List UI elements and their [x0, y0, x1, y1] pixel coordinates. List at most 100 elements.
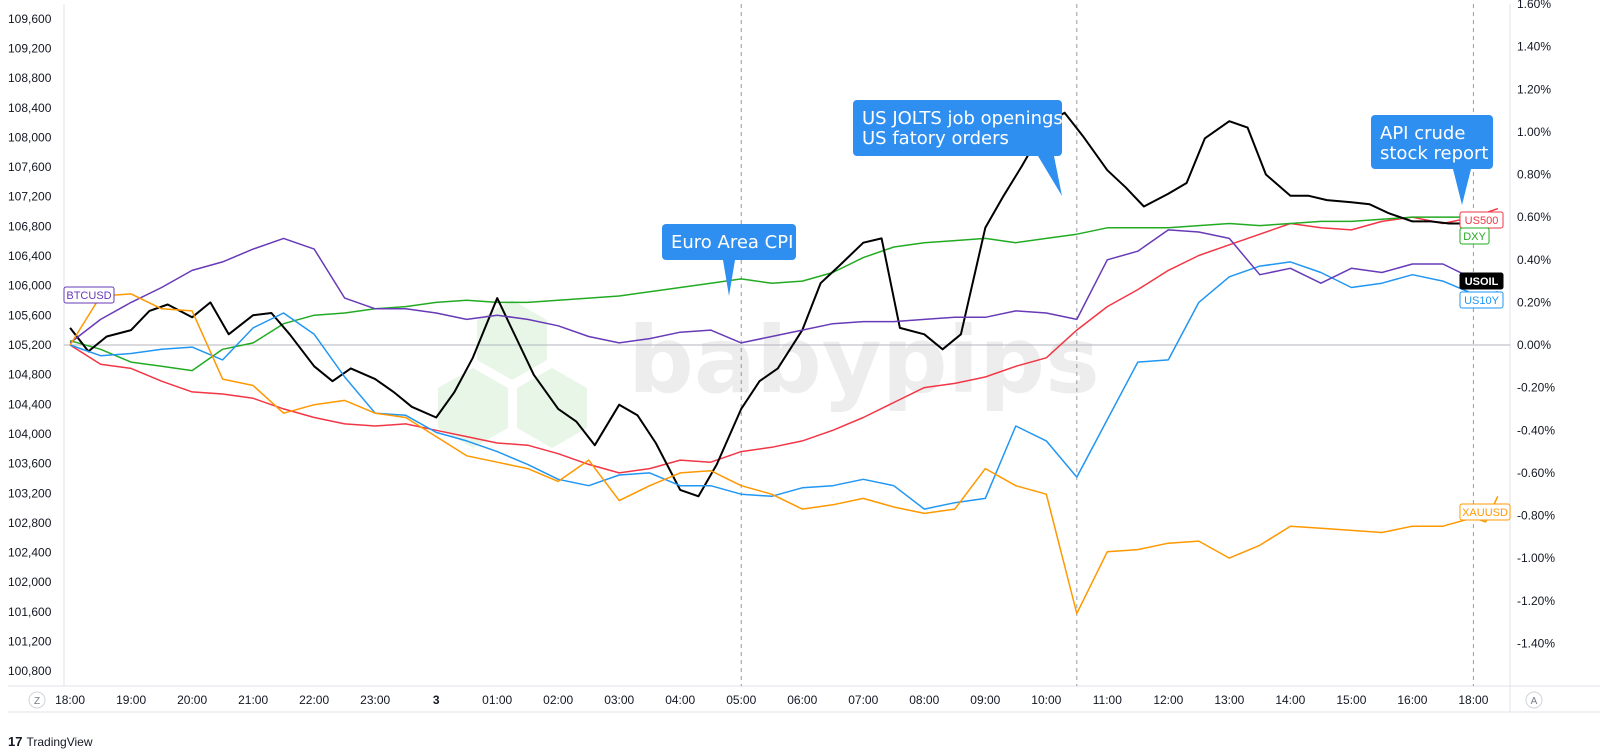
- annotation-box: [853, 100, 1062, 156]
- annotation-label: stock report: [1380, 143, 1488, 164]
- series-line-us10y: [69, 261, 1498, 510]
- series-tag-us10y: [1459, 291, 1504, 309]
- left-tick-label: 108,000: [8, 130, 52, 144]
- annotation-label: US fatory orders: [862, 128, 1009, 149]
- x-tick-label: 13:00: [1214, 693, 1244, 707]
- left-tick-label: 106,000: [8, 279, 52, 293]
- annotation-label: US JOLTS job openings: [862, 108, 1063, 129]
- right-tick-label: -0.20%: [1517, 381, 1555, 395]
- x-tick-label: 05:00: [726, 693, 756, 707]
- x-tick-label: 21:00: [238, 693, 268, 707]
- x-tick-label: 06:00: [787, 693, 817, 707]
- left-tick-label: 105,200: [8, 338, 52, 352]
- x-tick-label: 22:00: [299, 693, 329, 707]
- left-tick-label: 105,600: [8, 308, 52, 322]
- series-tag-dxy: [1459, 227, 1490, 245]
- left-tick-label: 109,600: [8, 12, 52, 26]
- x-tick-label: 19:00: [116, 693, 146, 707]
- right-tick-label: 0.80%: [1517, 168, 1551, 182]
- x-tick-label: 01:00: [482, 693, 512, 707]
- watermark-text: babypips: [628, 307, 1100, 414]
- footer: 17 TradingView: [8, 734, 93, 749]
- left-axis-ticks: 109,600 109,200 108,800 108,400 108,000 107,6…: [8, 12, 52, 678]
- left-tick-label: 102,800: [8, 516, 52, 530]
- x-tick-label: 16:00: [1397, 693, 1427, 707]
- series-tag-label: US10Y: [1464, 295, 1500, 307]
- x-tick-label: 08:00: [909, 693, 939, 707]
- right-axis-ticks: 1.60% 1.40% 1.20% 1.00% 0.80% 0.60% 0.40% 0.20%…: [1517, 0, 1555, 650]
- series-tag-btcusd: [63, 286, 115, 304]
- left-tick-label: 101,200: [8, 635, 52, 649]
- corner-left-circle: [28, 691, 46, 709]
- right-tick-label: -0.80%: [1517, 509, 1555, 523]
- right-tick-label: 1.40%: [1517, 40, 1551, 54]
- left-tick-label: 106,800: [8, 219, 52, 233]
- annotation-label: API crude: [1380, 123, 1465, 144]
- series-tag-label: BTCUSD: [66, 290, 111, 302]
- annotation-box: [662, 224, 796, 260]
- x-tick-label: 3: [433, 693, 440, 707]
- x-tick-label: 18:00: [1458, 693, 1488, 707]
- series-line-btcusd: [69, 229, 1499, 344]
- series-tag-label: XAUUSD: [1462, 507, 1508, 519]
- tradingview-brand: TradingView: [26, 734, 93, 749]
- left-tick-label: 104,800: [8, 368, 52, 382]
- series-tag-usoil: [1459, 272, 1504, 290]
- corner-right-label: A: [1531, 696, 1538, 707]
- series-tag-label: DXY: [1463, 231, 1486, 243]
- x-tick-label: 14:00: [1275, 693, 1305, 707]
- annotation-box: [1371, 115, 1493, 169]
- x-tick-label: 18:00: [55, 693, 85, 707]
- tradingview-logo-icon: 17: [8, 734, 23, 749]
- right-tick-label: 0.20%: [1517, 295, 1551, 309]
- left-tick-label: 101,600: [8, 605, 52, 619]
- series-tag-label: US500: [1465, 215, 1499, 227]
- corner-right[interactable]: A: [1525, 691, 1543, 709]
- x-tick-label: 09:00: [970, 693, 1000, 707]
- left-tick-label: 102,400: [8, 546, 52, 560]
- series-tag-label: USOIL: [1465, 276, 1499, 288]
- x-tick-label: 23:00: [360, 693, 390, 707]
- left-tick-label: 103,200: [8, 486, 52, 500]
- left-tick-label: 108,800: [8, 71, 52, 85]
- series-tag-xauusd: [1459, 503, 1511, 521]
- annotation-pointer: [1038, 156, 1062, 196]
- right-tick-label: -0.60%: [1517, 466, 1555, 480]
- right-tick-label: 1.60%: [1517, 0, 1551, 11]
- left-tick-label: 102,000: [8, 575, 52, 589]
- left-tick-label: 104,400: [8, 397, 52, 411]
- annotation-label: Euro Area CPI: [671, 232, 793, 253]
- corner-right-circle: [1525, 691, 1543, 709]
- right-tick-label: 1.20%: [1517, 82, 1551, 96]
- x-tick-label: 07:00: [848, 693, 878, 707]
- x-tick-label: 10:00: [1031, 693, 1061, 707]
- series-line-usoil: [69, 111, 1499, 498]
- watermark-hex-3: [517, 368, 587, 448]
- x-tick-label: 02:00: [543, 693, 573, 707]
- left-tick-label: 100,800: [8, 664, 52, 678]
- x-tick-label: 15:00: [1336, 693, 1366, 707]
- x-tick-label: 04:00: [665, 693, 695, 707]
- left-tick-label: 106,400: [8, 249, 52, 263]
- right-tick-label: -1.40%: [1517, 636, 1555, 650]
- x-tick-label: 11:00: [1093, 693, 1122, 707]
- series-line-xauusd: [69, 293, 1499, 615]
- x-tick-label: 20:00: [177, 693, 207, 707]
- x-axis-ticks: 18:00 19:00 20:00 21:00 22:00 23:00 3 01:00 02:0…: [55, 693, 1489, 707]
- annotation-pointer: [723, 260, 735, 296]
- series-tags: US500 DXY USOIL US10Y BTCUSD XAUUSD: [63, 211, 1511, 521]
- annotation-pointer: [1453, 169, 1471, 205]
- right-tick-label: 0.00%: [1517, 338, 1551, 352]
- right-tick-label: -1.00%: [1517, 551, 1555, 565]
- right-tick-label: 1.00%: [1517, 125, 1551, 139]
- series-line-dxy: [69, 216, 1498, 372]
- left-tick-label: 104,000: [8, 427, 52, 441]
- right-tick-label: -0.40%: [1517, 423, 1555, 437]
- corner-left[interactable]: Z: [28, 691, 46, 709]
- left-tick-label: 103,600: [8, 457, 52, 471]
- left-tick-label: 109,200: [8, 41, 52, 55]
- corner-left-label: Z: [34, 696, 40, 707]
- left-tick-label: 108,400: [8, 101, 52, 115]
